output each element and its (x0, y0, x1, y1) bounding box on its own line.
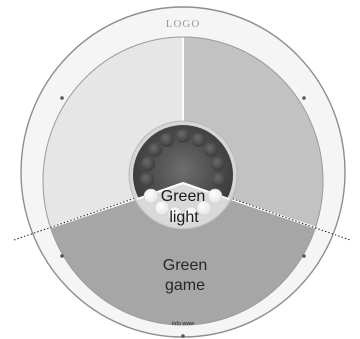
ring-dot (302, 254, 306, 258)
footer-info: info www (172, 321, 194, 327)
segment-bottom-label-line2: game (165, 277, 205, 294)
segment-bottom-label-line1: Green (163, 257, 207, 274)
ring-dot (60, 254, 64, 258)
ring-dot (302, 96, 306, 100)
dotted-line-left (13, 192, 151, 241)
logo-text: LOGO (166, 18, 201, 30)
center-label-line2: light (169, 209, 199, 226)
center-label-line1: Green (161, 188, 205, 205)
ring-dot (181, 334, 185, 338)
bulb-ring (140, 129, 226, 222)
dotted-line-right (215, 192, 351, 241)
ring-dot (60, 96, 64, 100)
